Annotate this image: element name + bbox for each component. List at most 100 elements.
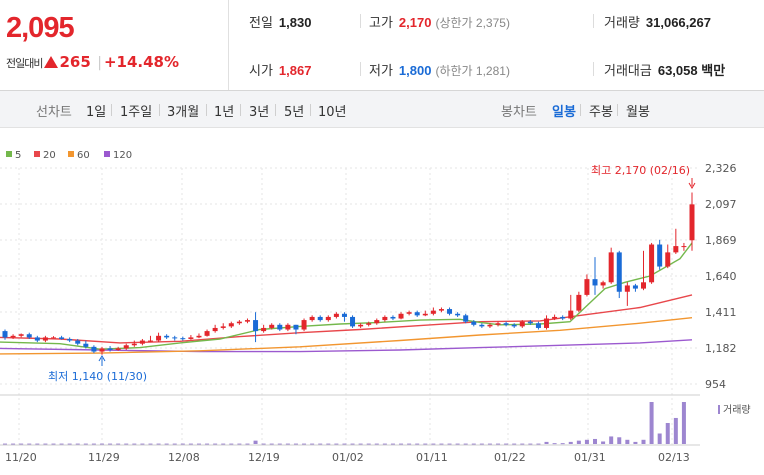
tab-monthly[interactable]: 월봉 xyxy=(626,105,650,120)
legend-swatch-ma120 xyxy=(104,151,110,157)
candle-body xyxy=(350,316,356,327)
x-tick-label: 12/08 xyxy=(168,451,200,464)
candle-body xyxy=(527,321,533,324)
volume-bar xyxy=(382,443,387,445)
volume-bar xyxy=(293,443,298,445)
volume-bar xyxy=(148,443,153,445)
candle-body xyxy=(253,320,259,332)
candle-body xyxy=(657,244,663,267)
candle-body xyxy=(309,316,315,321)
candle-body xyxy=(463,315,469,322)
candle-body xyxy=(455,313,461,316)
tab-3y[interactable]: 3년 xyxy=(249,105,270,120)
volume-bar xyxy=(593,438,598,444)
moving-averages xyxy=(0,242,693,355)
candle-body xyxy=(495,323,501,325)
tab-separator xyxy=(275,104,276,116)
volume-bar xyxy=(665,423,670,444)
candle-body xyxy=(552,316,558,319)
candle-body xyxy=(358,324,364,327)
y-tick-label: 1,411 xyxy=(705,306,737,319)
change-label: 전일대비 xyxy=(6,57,43,70)
candle-body xyxy=(34,337,40,341)
candle-body xyxy=(471,321,477,325)
ma5-line xyxy=(0,242,693,350)
candle-body xyxy=(188,337,194,339)
tab-3m[interactable]: 3개월 xyxy=(167,105,200,120)
volume-bar xyxy=(164,443,169,445)
candle-chart-label: 봉차트 xyxy=(501,105,537,120)
tab-weekly[interactable]: 주봉 xyxy=(589,105,613,120)
candle-body xyxy=(244,320,250,322)
candle-body xyxy=(568,310,574,319)
candle-body xyxy=(42,337,48,341)
y-tick-label: 1,869 xyxy=(705,234,737,247)
candle-body xyxy=(438,309,444,311)
volume-bar xyxy=(269,443,274,445)
volume-bar xyxy=(116,443,121,445)
divider xyxy=(593,14,594,28)
candle-body xyxy=(689,204,695,241)
candle-body xyxy=(131,343,137,346)
tab-10y[interactable]: 10년 xyxy=(318,105,347,120)
candle-body xyxy=(91,346,97,352)
volume-bar xyxy=(390,443,395,445)
x-tick-label: 01/22 xyxy=(494,451,526,464)
candle-body xyxy=(26,334,32,338)
volume-bar xyxy=(544,441,549,444)
ma-legend: 5 20 60 120 xyxy=(6,150,132,161)
candle-body xyxy=(123,345,129,349)
candle-body xyxy=(584,279,590,295)
candle-body xyxy=(2,331,8,338)
volume-bar xyxy=(633,441,638,444)
candle-body xyxy=(398,313,404,319)
candle-body xyxy=(269,324,275,328)
y-tick-label: 2,326 xyxy=(705,162,737,175)
tab-1w[interactable]: 1주일 xyxy=(120,105,153,120)
volume-bar xyxy=(407,443,412,445)
tab-separator xyxy=(159,104,160,116)
tab-1y[interactable]: 1년 xyxy=(214,105,235,120)
volume-bar xyxy=(366,443,371,445)
x-tick-label: 01/11 xyxy=(416,451,448,464)
volume-bar xyxy=(180,443,185,445)
volume-bar xyxy=(536,443,541,445)
up-triangle-icon xyxy=(44,56,59,68)
candle-body xyxy=(487,324,493,327)
volume-bar xyxy=(552,443,557,445)
legend-label-ma20: 20 xyxy=(43,150,56,161)
stat-amount: 거래대금 63,058 백만 xyxy=(604,63,726,78)
candle-body xyxy=(325,316,331,321)
x-tick-label: 01/02 xyxy=(332,451,364,464)
volume-bar xyxy=(196,443,201,445)
candle-body xyxy=(115,348,121,350)
candle-body xyxy=(414,312,420,316)
volume-legend-swatch xyxy=(718,405,720,414)
high-annotation: 최고 2,170 (02/16) xyxy=(591,164,690,177)
tab-1d[interactable]: 1일 xyxy=(86,105,107,120)
volume-bar xyxy=(132,443,137,445)
candle-body xyxy=(220,326,226,328)
volume-bar xyxy=(35,443,40,445)
volume-bar xyxy=(108,443,113,445)
candle-body xyxy=(616,252,622,292)
price-box: 2,095 전일대비 265 | +14.48% xyxy=(0,0,229,90)
candle-body xyxy=(261,327,267,332)
stat-low: 저가 1,800 (하한가 1,281) xyxy=(369,63,510,78)
volume-bar xyxy=(342,443,347,445)
candle-body xyxy=(59,337,65,339)
tab-daily[interactable]: 일봉 xyxy=(552,105,576,120)
volume-bar xyxy=(205,443,210,445)
volume-bar xyxy=(318,443,323,445)
volume-bar xyxy=(334,443,339,445)
volume-bar xyxy=(673,417,678,444)
volume-bar xyxy=(649,402,654,444)
candle-body xyxy=(649,244,655,283)
x-tick-label: 12/19 xyxy=(248,451,280,464)
candle-body xyxy=(382,316,388,321)
tab-5y[interactable]: 5년 xyxy=(284,105,305,120)
stat-high: 고가 2,170 (상한가 2,375) xyxy=(369,15,510,30)
volume-bar xyxy=(310,443,315,445)
volume-bars xyxy=(3,402,686,445)
annotations: 최고 2,170 (02/16) 최저 1,140 (11/30) xyxy=(48,164,696,383)
